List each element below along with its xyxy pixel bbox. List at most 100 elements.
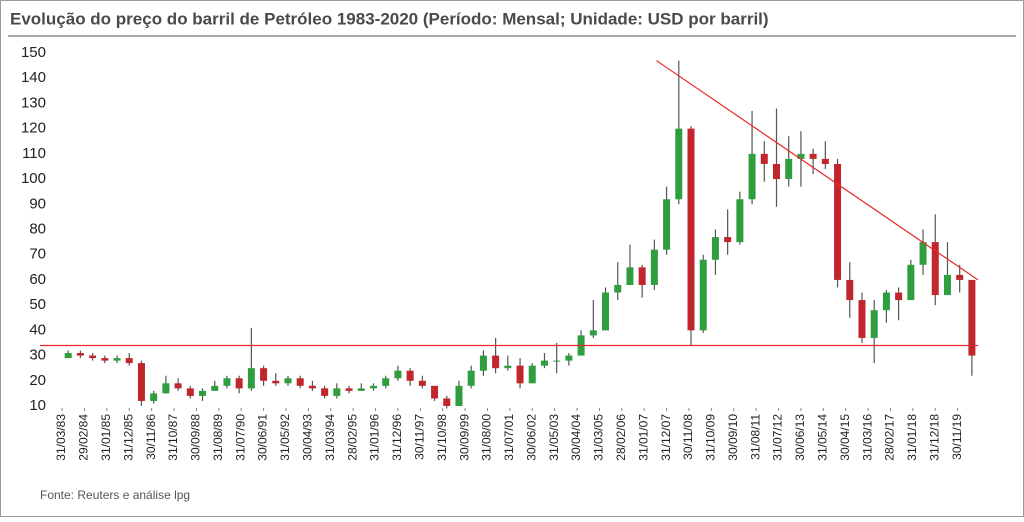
candle-body [504, 365, 512, 369]
candle-body [382, 378, 390, 386]
candle-body [418, 380, 426, 386]
candle-body [260, 368, 268, 381]
x-tick-label: 31/05/03 [547, 414, 561, 461]
y-tick-label: 140 [21, 69, 46, 86]
candle-body [785, 158, 793, 180]
x-tick-label: 31/07/12 [771, 414, 785, 461]
candle-body [64, 353, 72, 359]
candle-body [943, 274, 951, 296]
candle-body [125, 358, 133, 364]
x-tick-label: 28/02/95 [345, 414, 359, 461]
x-tick-label: 31/12/07 [659, 414, 673, 461]
candle-body [101, 358, 109, 361]
x-tick-label: 31/01/18 [905, 414, 919, 461]
candle-body [821, 158, 829, 164]
x-tick-label: 31/03/05 [592, 414, 606, 461]
candle-body [846, 279, 854, 301]
x-tick-label: 31/03/83 [54, 414, 68, 461]
candle-body [174, 383, 182, 389]
y-tick-label: 60 [29, 271, 46, 288]
candle-body [455, 385, 463, 406]
candle-body [626, 267, 634, 285]
x-tick-label: 31/10/09 [704, 414, 718, 461]
y-tick-label: 50 [29, 296, 46, 313]
candle-body [528, 365, 536, 384]
candle-body [687, 128, 695, 331]
x-tick-label: 31/01/96 [368, 414, 382, 461]
candle-body [479, 355, 487, 371]
x-tick-label: 28/02/06 [614, 414, 628, 461]
candle-body [834, 163, 842, 280]
x-tick-label: 31/07/90 [233, 414, 247, 461]
y-tick-label: 80 [29, 220, 46, 237]
candle-body [772, 163, 780, 180]
candle-body [394, 370, 402, 379]
x-tick-label: 31/10/98 [435, 414, 449, 461]
x-tick-label: 30/09/88 [189, 414, 203, 461]
candle-body [89, 355, 97, 359]
candle-body [284, 378, 292, 384]
candle-body [540, 360, 548, 366]
candle-body [724, 237, 732, 243]
x-tick-label: 31/01/07 [636, 414, 650, 461]
x-tick-label: 31/07/01 [502, 414, 516, 461]
x-tick-label: 30/06/13 [793, 414, 807, 461]
candle-body [199, 390, 207, 396]
x-tick-label: 30/04/15 [838, 414, 852, 461]
x-tick-label: 31/08/00 [480, 414, 494, 461]
x-tick-label: 30/04/93 [301, 414, 315, 461]
candle-body [211, 385, 219, 391]
candle-body [870, 310, 878, 338]
x-tick-label: 30/11/19 [950, 414, 964, 460]
candle-body [137, 363, 145, 401]
x-tick-label: 30/04/04 [569, 414, 583, 461]
candle-body [809, 153, 817, 159]
candle-body [113, 358, 121, 361]
x-tick-label: 30/11/08 [681, 414, 695, 460]
candle-body [931, 242, 939, 296]
source-note: Fonte: Reuters e análise lpg [40, 488, 190, 502]
candle-body [638, 267, 646, 285]
candle-body [186, 388, 194, 396]
candle-body [675, 128, 683, 200]
candle-body [797, 153, 805, 159]
x-tick-label: 30/06/91 [256, 414, 270, 461]
y-tick-label: 70 [29, 246, 46, 263]
candle-body [333, 388, 341, 396]
candle-body [699, 259, 707, 331]
candle-body [345, 388, 353, 391]
candle-body [895, 292, 903, 301]
candle-body [150, 393, 158, 401]
trend-line [656, 60, 979, 281]
candle-body [858, 300, 866, 338]
y-tick-label: 30 [29, 347, 46, 364]
y-tick-label: 20 [29, 372, 46, 389]
x-tick-label: 31/05/92 [278, 414, 292, 461]
x-tick-label: 31/10/87 [166, 414, 180, 461]
y-tick-label: 100 [21, 170, 46, 187]
candle-body [650, 249, 658, 285]
candle-body [968, 279, 976, 356]
x-tick-label: 31/01/85 [99, 414, 113, 461]
x-tick-label: 30/09/99 [457, 414, 471, 461]
x-tick-label: 28/02/17 [883, 414, 897, 461]
x-tick-label: 30/06/02 [524, 414, 538, 461]
candle-body [223, 378, 231, 386]
y-tick-label: 150 [21, 44, 46, 61]
candle-body [760, 153, 768, 164]
candle-body [602, 292, 610, 331]
x-tick-label: 31/03/94 [323, 414, 337, 461]
candle-body [443, 398, 451, 406]
x-tick-label: 31/03/16 [860, 414, 874, 461]
candle-body [308, 385, 316, 389]
candle-body [553, 360, 561, 362]
x-tick-label: 30/11/86 [144, 414, 158, 460]
candle-body [516, 365, 524, 384]
candle-body [907, 264, 915, 301]
candle-body [565, 355, 573, 361]
candle-body [711, 237, 719, 260]
candle-body [663, 199, 671, 250]
y-tick-label: 10 [29, 397, 46, 414]
candle-body [431, 385, 439, 399]
